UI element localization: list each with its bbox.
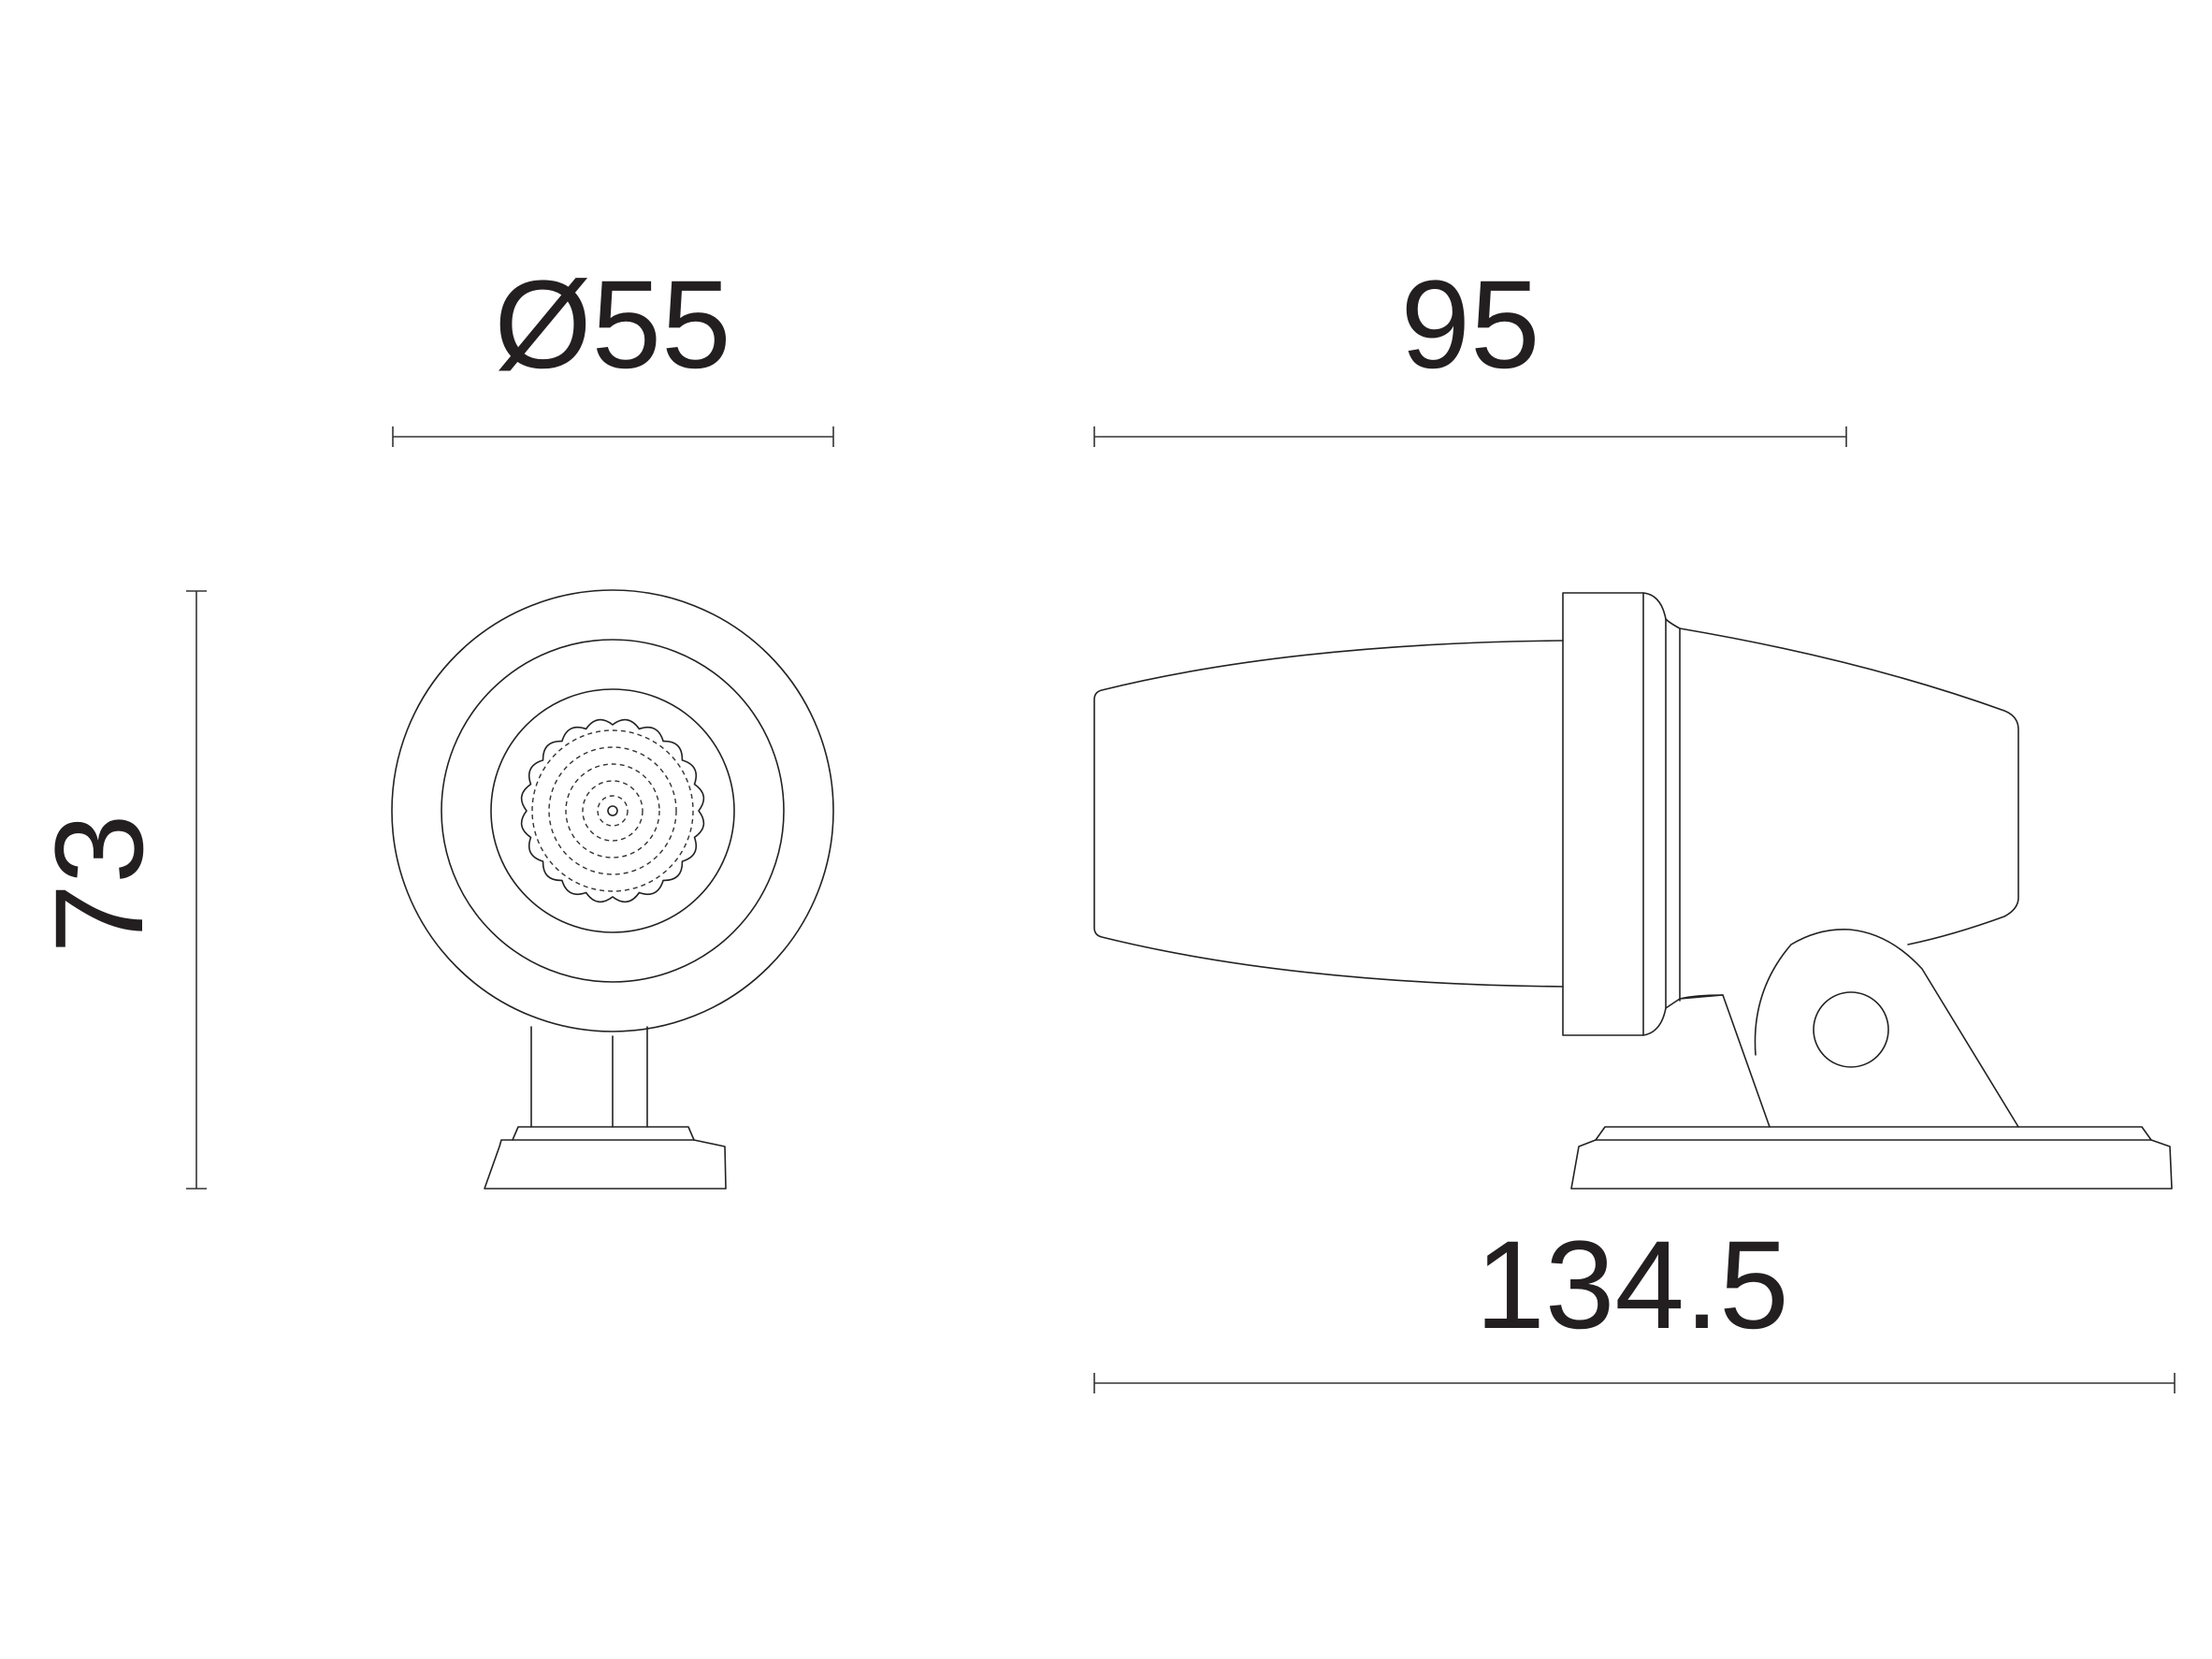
front-lens-scalloped-edge: [520, 718, 705, 903]
dimension-depth-label: 95: [1400, 255, 1540, 395]
front-lens-ring-5: [597, 795, 629, 827]
side-bracket: [1754, 929, 2019, 1128]
side-bezel: [1562, 592, 1667, 1036]
side-bracket-pivot: [1813, 991, 1889, 1068]
dimension-height-label: 73: [30, 814, 169, 953]
side-body-front: [1093, 640, 1564, 988]
front-base-collar: [512, 1126, 695, 1141]
side-view: [1093, 592, 2173, 1190]
side-body-rear: [1665, 618, 2019, 945]
dimension-diameter: Ø55: [392, 255, 834, 447]
front-lens-ring-3: [565, 763, 660, 858]
front-lens-ring-2: [548, 746, 677, 875]
front-outer-ring: [391, 589, 834, 1032]
front-middle-ring: [441, 639, 785, 983]
dimension-diameter-label: Ø55: [494, 255, 730, 395]
side-base-collar: [1595, 1126, 2152, 1141]
dimension-length: 134.5: [1093, 1216, 2176, 1393]
front-lens-center: [607, 805, 618, 816]
dimension-length-label: 134.5: [1475, 1216, 1788, 1355]
front-view: [391, 589, 834, 1190]
side-base: [1570, 1139, 2173, 1190]
front-base: [484, 1139, 727, 1190]
front-lens-ring-4: [582, 780, 643, 842]
side-bracket-left-arm: [1679, 994, 1771, 1128]
dimension-depth: 95: [1093, 255, 1847, 447]
dimension-height: 73: [30, 590, 207, 1190]
front-lens-ring-1: [531, 729, 694, 892]
front-inner-ring: [490, 688, 735, 933]
